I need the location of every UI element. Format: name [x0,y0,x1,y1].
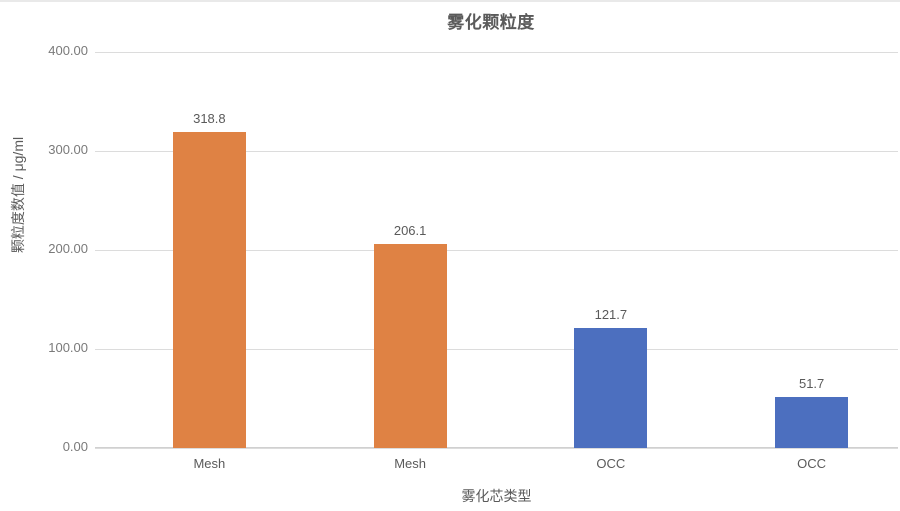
y-axis-tick-labels: 0.00 100.00 200.00 300.00 400.00 [0,43,88,454]
bar[interactable]: 318.8 [172,111,246,448]
bar[interactable]: 51.7 [775,376,849,448]
x-axis-line [95,447,898,448]
y-axis-tick-label: 0.00 [62,439,88,454]
y-axis-tick-label: 200.00 [48,241,88,256]
bar[interactable]: 206.1 [373,223,447,448]
chart-title: 雾化颗粒度 [447,13,535,32]
x-axis-tick-label: OCC [797,456,827,471]
gridline [95,151,898,152]
gridline [95,448,898,449]
x-axis-title: 雾化芯类型 [461,488,532,504]
top-divider [0,0,900,2]
y-axis-tick-label: 100.00 [48,340,88,355]
x-axis-tick-label: Mesh [394,456,427,471]
bar-value-label: 206.1 [393,222,427,238]
gridline [95,250,898,251]
x-axis-tick-label: Mesh [193,456,226,471]
gridline [95,349,898,350]
bar-value-label: 318.8 [193,111,226,127]
plot-area: 318.8 206.1 121.7 51.7 [95,52,898,449]
y-axis-tick-label: 300.00 [48,142,88,157]
bar-value-label: 121.7 [594,306,628,322]
bar-value-label: 51.7 [798,375,825,391]
bar[interactable]: 121.7 [574,307,648,448]
y-axis-tick-label: 400.00 [48,43,88,58]
x-axis-tick-label: OCC [596,456,626,471]
gridline [95,52,898,53]
